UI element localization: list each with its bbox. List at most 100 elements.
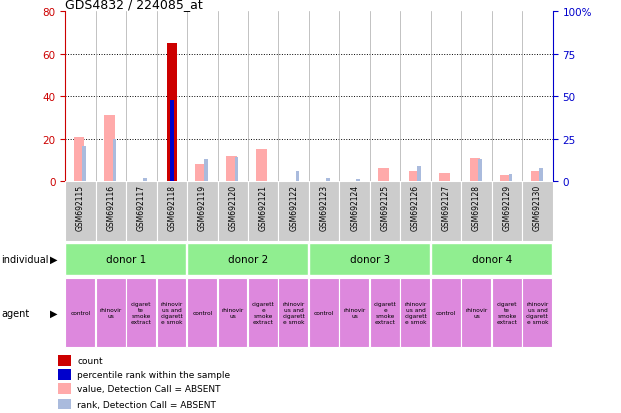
- Bar: [309, 278, 339, 348]
- Bar: [431, 182, 461, 242]
- Bar: [96, 278, 125, 348]
- Text: control: control: [436, 310, 456, 316]
- Text: ▶: ▶: [50, 254, 57, 264]
- Text: GSM692117: GSM692117: [137, 185, 146, 231]
- Text: GSM692122: GSM692122: [289, 185, 298, 230]
- Bar: [65, 243, 186, 275]
- Bar: [492, 278, 522, 348]
- Bar: [530, 171, 542, 182]
- Bar: [326, 178, 330, 182]
- Text: GSM692128: GSM692128: [472, 185, 481, 230]
- Bar: [156, 278, 186, 348]
- Text: cigarett
e
smoke
extract: cigarett e smoke extract: [374, 301, 396, 324]
- Text: GSM692123: GSM692123: [320, 185, 329, 231]
- Bar: [431, 278, 461, 348]
- Text: ▶: ▶: [50, 308, 57, 318]
- Bar: [469, 159, 480, 182]
- Bar: [113, 140, 116, 182]
- Text: rhinovir
us: rhinovir us: [100, 307, 122, 318]
- Bar: [248, 278, 278, 348]
- Text: rhinovir
us and
cigarett
e smok: rhinovir us and cigarett e smok: [283, 301, 305, 324]
- Text: GSM692118: GSM692118: [167, 185, 176, 230]
- Text: rhinovir
us and
cigarett
e smok: rhinovir us and cigarett e smok: [404, 301, 427, 324]
- Bar: [65, 182, 96, 242]
- Text: rank, Detection Call = ABSENT: rank, Detection Call = ABSENT: [77, 399, 216, 408]
- Bar: [58, 384, 71, 394]
- Text: rhinovir
us and
cigarett
e smok: rhinovir us and cigarett e smok: [160, 301, 183, 324]
- Bar: [401, 182, 431, 242]
- Bar: [73, 137, 84, 182]
- Bar: [170, 100, 174, 182]
- Bar: [58, 355, 71, 366]
- Bar: [226, 157, 237, 182]
- Bar: [370, 182, 401, 242]
- Text: individual: individual: [1, 254, 48, 264]
- Bar: [235, 158, 238, 182]
- Text: GSM692115: GSM692115: [76, 185, 85, 231]
- Bar: [166, 44, 177, 182]
- Bar: [492, 182, 522, 242]
- Bar: [296, 171, 299, 182]
- Bar: [539, 168, 543, 182]
- Bar: [309, 182, 340, 242]
- Text: donor 3: donor 3: [350, 254, 390, 264]
- Text: value, Detection Call = ABSENT: value, Detection Call = ABSENT: [77, 384, 220, 393]
- Text: agent: agent: [1, 308, 29, 318]
- Text: rhinovir
us: rhinovir us: [222, 307, 244, 318]
- Bar: [126, 278, 156, 348]
- Bar: [126, 182, 156, 242]
- Text: count: count: [77, 356, 103, 365]
- Text: GSM692121: GSM692121: [259, 185, 268, 230]
- Bar: [417, 166, 421, 182]
- Text: donor 1: donor 1: [106, 254, 147, 264]
- Bar: [104, 116, 115, 182]
- Bar: [217, 182, 248, 242]
- Bar: [82, 146, 86, 182]
- Bar: [500, 176, 511, 182]
- Bar: [309, 243, 430, 275]
- Text: donor 2: donor 2: [228, 254, 268, 264]
- Bar: [340, 182, 370, 242]
- Bar: [248, 182, 278, 242]
- Bar: [522, 278, 552, 348]
- Text: GSM692119: GSM692119: [198, 185, 207, 231]
- Text: rhinovir
us: rhinovir us: [343, 307, 366, 318]
- Bar: [96, 182, 126, 242]
- Bar: [378, 169, 389, 182]
- Bar: [256, 150, 267, 182]
- Text: cigaret
te
smoke
extract: cigaret te smoke extract: [131, 301, 152, 324]
- Text: GDS4832 / 224085_at: GDS4832 / 224085_at: [65, 0, 203, 11]
- Text: GSM692120: GSM692120: [229, 185, 237, 231]
- Bar: [65, 278, 95, 348]
- Text: cigaret
te
smoke
extract: cigaret te smoke extract: [497, 301, 517, 324]
- Bar: [409, 171, 419, 182]
- Text: GSM692126: GSM692126: [411, 185, 420, 231]
- Bar: [340, 278, 369, 348]
- Text: rhinovir
us and
cigarett
e smok: rhinovir us and cigarett e smok: [526, 301, 549, 324]
- Bar: [278, 278, 309, 348]
- Bar: [143, 178, 147, 182]
- Bar: [370, 278, 400, 348]
- Bar: [187, 243, 308, 275]
- Bar: [187, 182, 217, 242]
- Bar: [217, 278, 247, 348]
- Text: cigarett
e
smoke
extract: cigarett e smoke extract: [252, 301, 274, 324]
- Text: GSM692127: GSM692127: [442, 185, 451, 231]
- Bar: [196, 165, 206, 182]
- Bar: [204, 160, 208, 182]
- Bar: [431, 243, 552, 275]
- Text: GSM692125: GSM692125: [381, 185, 389, 231]
- Bar: [509, 175, 512, 182]
- Bar: [522, 182, 553, 242]
- Bar: [461, 278, 491, 348]
- Text: donor 4: donor 4: [471, 254, 512, 264]
- Text: GSM692130: GSM692130: [533, 185, 542, 231]
- Text: control: control: [70, 310, 91, 316]
- Bar: [58, 399, 71, 409]
- Text: GSM692129: GSM692129: [502, 185, 512, 231]
- Text: control: control: [314, 310, 334, 316]
- Text: percentile rank within the sample: percentile rank within the sample: [77, 370, 230, 379]
- Text: rhinovir
us: rhinovir us: [465, 307, 487, 318]
- Bar: [187, 278, 217, 348]
- Text: GSM692116: GSM692116: [106, 185, 116, 231]
